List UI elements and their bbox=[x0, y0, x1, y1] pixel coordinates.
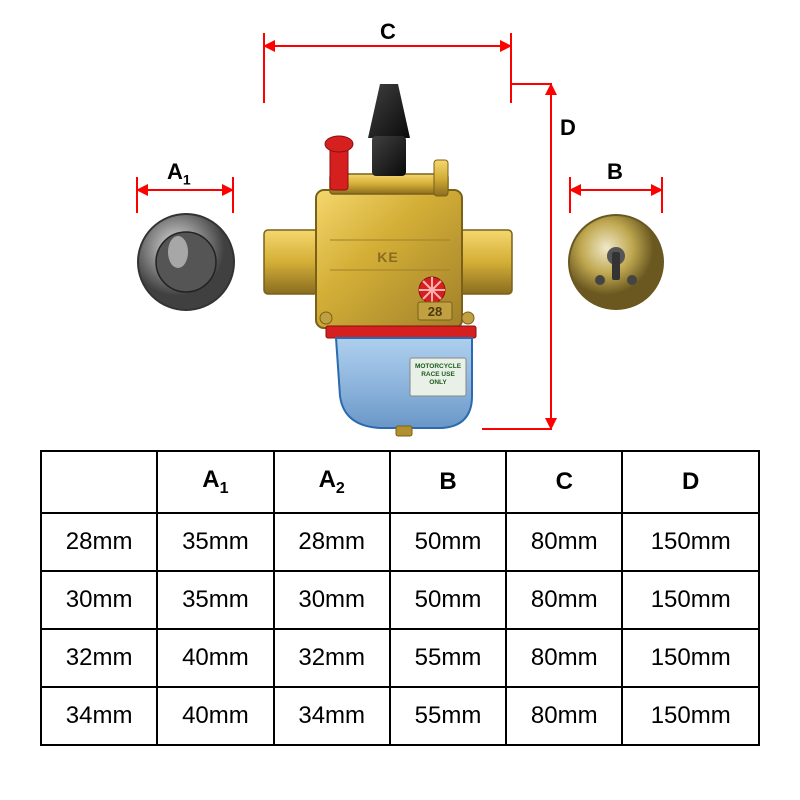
cell: 28mm bbox=[274, 513, 390, 571]
cell: 80mm bbox=[506, 687, 622, 745]
dim-c-arrow-right bbox=[500, 40, 512, 52]
table-row: 32mm 40mm 32mm 55mm 80mm 150mm bbox=[41, 629, 759, 687]
dim-c-line bbox=[275, 45, 500, 47]
cell: 32mm bbox=[41, 629, 157, 687]
svg-text:MOTORCYCLE: MOTORCYCLE bbox=[415, 363, 462, 370]
cell: 80mm bbox=[506, 513, 622, 571]
size-table: A1 A2 B C D 28mm 35mm 28mm 50mm 80mm 150… bbox=[40, 450, 760, 746]
cell: 80mm bbox=[506, 629, 622, 687]
cell: 28mm bbox=[41, 513, 157, 571]
col-blank bbox=[41, 451, 157, 513]
cell: 150mm bbox=[622, 687, 759, 745]
dim-c-arrow-left bbox=[263, 40, 275, 52]
cell: 150mm bbox=[622, 571, 759, 629]
cell: 34mm bbox=[274, 687, 390, 745]
cell: 55mm bbox=[390, 687, 506, 745]
dimension-diagram: C D A1 A2 B bbox=[20, 20, 780, 450]
cell: 55mm bbox=[390, 629, 506, 687]
col-c: C bbox=[506, 451, 622, 513]
cell: 35mm bbox=[157, 571, 273, 629]
col-a2: A2 bbox=[274, 451, 390, 513]
cell: 34mm bbox=[41, 687, 157, 745]
cell: 30mm bbox=[41, 571, 157, 629]
cell: 40mm bbox=[157, 629, 273, 687]
cell: 150mm bbox=[622, 513, 759, 571]
dim-c-label: C bbox=[380, 19, 396, 45]
table-row: 30mm 35mm 30mm 50mm 80mm 150mm bbox=[41, 571, 759, 629]
table-row: 34mm 40mm 34mm 55mm 80mm 150mm bbox=[41, 687, 759, 745]
cell: 150mm bbox=[622, 629, 759, 687]
cell: 32mm bbox=[274, 629, 390, 687]
cell: 80mm bbox=[506, 571, 622, 629]
cell: 50mm bbox=[390, 513, 506, 571]
cell: 35mm bbox=[157, 513, 273, 571]
table-row: 28mm 35mm 28mm 50mm 80mm 150mm bbox=[41, 513, 759, 571]
col-a1: A1 bbox=[157, 451, 273, 513]
cell: 50mm bbox=[390, 571, 506, 629]
col-d: D bbox=[622, 451, 759, 513]
carburetor-illustration: 28 MOTORCYCLE RACE USE ONLY KE bbox=[120, 60, 680, 450]
size-table-body: 28mm 35mm 28mm 50mm 80mm 150mm 30mm 35mm… bbox=[41, 513, 759, 745]
cell: 30mm bbox=[274, 571, 390, 629]
svg-text:RACE USE: RACE USE bbox=[421, 371, 455, 378]
size-table-header-row: A1 A2 B C D bbox=[41, 451, 759, 513]
size-table-container: A1 A2 B C D 28mm 35mm 28mm 50mm 80mm 150… bbox=[40, 450, 760, 746]
col-b: B bbox=[390, 451, 506, 513]
svg-text:28: 28 bbox=[428, 304, 442, 319]
svg-text:KE: KE bbox=[377, 249, 398, 265]
svg-text:ONLY: ONLY bbox=[429, 379, 447, 386]
cell: 40mm bbox=[157, 687, 273, 745]
